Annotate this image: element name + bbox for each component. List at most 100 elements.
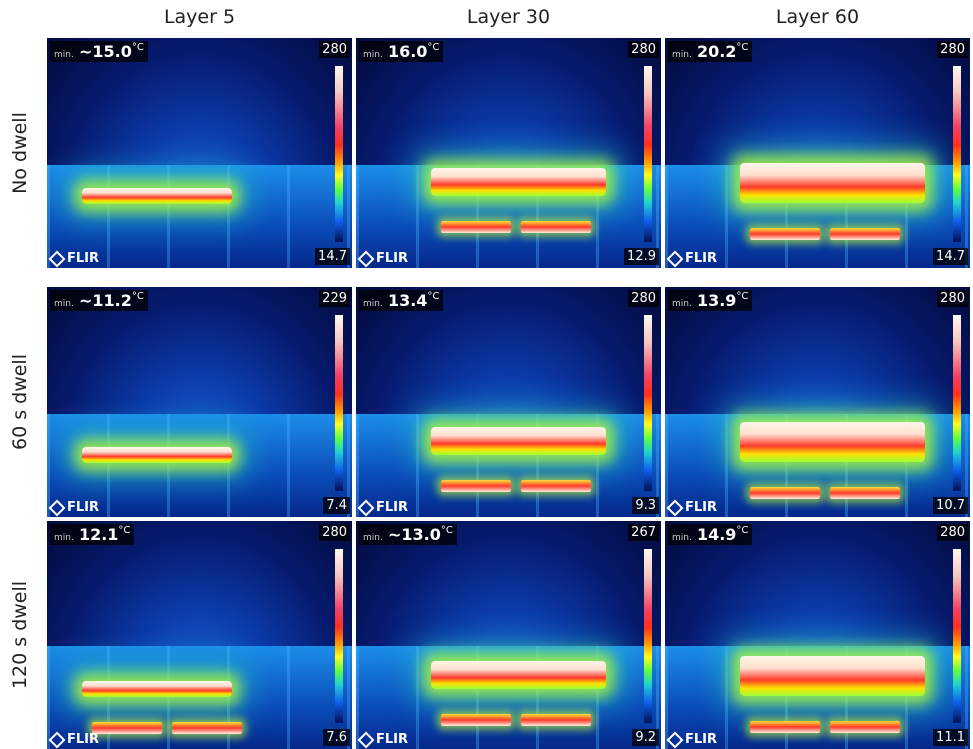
scale-min: 14.7 [315,248,350,265]
min-temp: min. 13.4°C [359,290,443,311]
hot-plate [92,722,162,734]
scale-max: 267 [628,524,659,541]
color-scale [335,549,343,723]
thermal-image: min. 13.9°C 280 10.7 FLIR [665,287,970,517]
color-scale [953,66,961,242]
flir-logo: FLIR [669,732,717,747]
figure: Layer 5Layer 30Layer 60No dwellmin. ~15.… [0,0,973,749]
hot-plate [830,721,900,733]
hot-plate [172,722,242,734]
min-temp: min. ~11.2°C [50,290,148,311]
row-label-box: No dwell [0,38,40,268]
scale-min: 9.2 [632,729,659,746]
scale-max: 280 [628,290,659,307]
flir-logo: FLIR [360,500,408,515]
min-label: min. [54,533,74,543]
thermal-image: min. ~13.0°C 267 9.2 FLIR [356,521,661,749]
min-label: min. [672,50,692,60]
hot-plate [750,487,820,499]
min-temp: min. 20.2°C [668,41,752,62]
color-scale [644,315,652,491]
row-label: No dwell [9,112,31,194]
scale-min: 10.7 [933,497,968,514]
unit: °C [132,291,144,302]
column-header: Layer 5 [47,6,352,28]
min-temp: min. 13.9°C [668,290,752,311]
min-temp: min. 16.0°C [359,41,443,62]
row-label: 60 s dwell [9,354,31,450]
row-label-box: 60 s dwell [0,287,40,517]
flir-logo: FLIR [51,251,99,266]
hot-plate [521,714,591,726]
min-label: min. [363,299,383,309]
scale-min: 7.4 [323,497,350,514]
hot-plate [830,228,900,240]
unit: °C [441,525,453,536]
thermal-image: min. 13.4°C 280 9.3 FLIR [356,287,661,517]
min-value: ~13.0 [388,525,441,544]
min-value: 13.4 [388,291,427,310]
min-label: min. [54,50,74,60]
thermal-image: min. 20.2°C 280 14.7 FLIR [665,38,970,268]
row-label: 120 s dwell [9,581,31,689]
min-value: 16.0 [388,42,427,61]
hot-part [431,661,606,689]
hot-plate [830,487,900,499]
min-value: 13.9 [697,291,736,310]
hot-part [82,681,232,697]
min-temp: min. 14.9°C [668,524,752,545]
scale-min: 12.9 [624,248,659,265]
scale-max: 229 [319,290,350,307]
hot-plate [521,221,591,233]
min-temp: min. ~13.0°C [359,524,457,545]
min-label: min. [672,533,692,543]
hot-plate [441,480,511,492]
hot-plate [750,228,820,240]
flir-logo: FLIR [51,732,99,747]
min-label: min. [672,299,692,309]
scale-max: 280 [319,41,350,58]
color-scale [953,549,961,723]
color-scale [644,66,652,242]
scale-max: 280 [628,41,659,58]
color-scale [953,315,961,491]
scale-min: 7.6 [323,729,350,746]
scale-max: 280 [937,524,968,541]
color-scale [335,315,343,491]
min-label: min. [54,299,74,309]
color-scale [335,66,343,242]
thermal-image: min. ~15.0°C 280 14.7 FLIR [47,38,352,268]
hot-part [740,656,925,696]
min-temp: min. ~15.0°C [50,41,148,62]
min-label: min. [363,50,383,60]
column-header: Layer 60 [665,6,970,28]
hot-part [82,447,232,463]
min-temp: min. 12.1°C [50,524,134,545]
scale-max: 280 [937,290,968,307]
scale-min: 9.3 [632,497,659,514]
min-value: ~11.2 [79,291,132,310]
flir-logo: FLIR [669,251,717,266]
min-value: 14.9 [697,525,736,544]
flir-logo: FLIR [669,500,717,515]
scale-max: 280 [937,41,968,58]
hot-part [431,168,606,196]
min-value: 20.2 [697,42,736,61]
unit: °C [118,525,130,536]
unit: °C [736,42,748,53]
unit: °C [132,42,144,53]
min-value: 12.1 [79,525,118,544]
row-label-box: 120 s dwell [0,521,40,749]
unit: °C [736,525,748,536]
color-scale [644,549,652,723]
hot-part [740,163,925,203]
flir-logo: FLIR [360,732,408,747]
hot-part [82,188,232,204]
unit: °C [427,42,439,53]
unit: °C [736,291,748,302]
scale-min: 14.7 [933,248,968,265]
flir-logo: FLIR [51,500,99,515]
